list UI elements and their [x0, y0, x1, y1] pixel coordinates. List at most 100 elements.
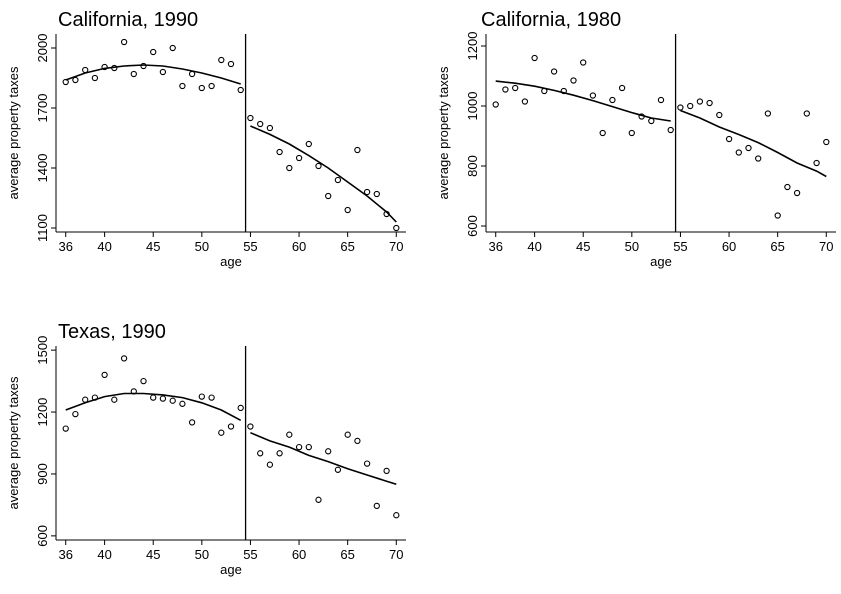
data-point — [295, 443, 303, 451]
chart-panel-1: California, 1990 36 40 45 50 55 60 65 70 1100 1400… — [6, 9, 406, 269]
x-tick-label: 45 — [146, 547, 160, 562]
x-tick-label: 70 — [389, 547, 403, 562]
data-point — [725, 135, 733, 143]
data-point — [159, 395, 167, 402]
data-point — [91, 394, 99, 401]
x-axis-title: age — [220, 562, 242, 577]
x-tick-label: 36 — [58, 239, 72, 254]
data-point — [169, 397, 176, 404]
data-point — [393, 224, 400, 232]
data-point — [140, 62, 147, 70]
data-point — [276, 450, 283, 457]
data-point — [599, 129, 606, 137]
y-tick-label: 1400 — [35, 154, 50, 183]
data-point — [140, 377, 147, 385]
fit-line-right — [250, 125, 397, 223]
y-axis-title: average property taxes — [6, 66, 21, 199]
data-point — [208, 82, 215, 90]
data-point — [101, 371, 108, 379]
data-point — [393, 512, 400, 519]
fit-line-right — [250, 431, 397, 486]
data-point — [716, 111, 723, 119]
data-point — [735, 149, 742, 156]
data-point — [198, 84, 205, 92]
x-tick-label: 65 — [340, 547, 354, 562]
y-tick-label: 1200 — [35, 398, 50, 427]
chart-panel-3: Texas, 1990 36 40 45 50 55 60 65 70 600 900 1200 150… — [6, 321, 406, 577]
data-point — [130, 70, 137, 78]
data-point — [550, 68, 558, 75]
data-point — [130, 388, 137, 395]
x-tick-label: 40 — [97, 239, 111, 254]
data-point — [793, 189, 801, 197]
data-point — [803, 110, 810, 117]
data-point — [687, 102, 694, 110]
x-axis-title: age — [650, 254, 672, 269]
data-point — [62, 78, 69, 86]
data-point — [745, 144, 752, 152]
data-point — [512, 84, 519, 92]
y-tick-label: 1200 — [465, 32, 480, 61]
data-point — [657, 96, 665, 104]
x-tick-label: 60 — [292, 239, 306, 254]
data-point — [638, 113, 645, 120]
data-point — [628, 129, 635, 137]
x-tick-label: 60 — [722, 239, 736, 254]
data-point — [315, 162, 322, 170]
data-point — [363, 188, 371, 196]
data-point — [227, 423, 235, 430]
data-point — [570, 77, 577, 84]
data-point — [305, 140, 312, 148]
data-point — [91, 74, 99, 82]
data-point — [62, 425, 69, 432]
y-tick-label: 600 — [35, 525, 50, 547]
data-point — [257, 450, 264, 457]
data-point — [363, 460, 371, 467]
x-tick-label: 55 — [243, 547, 257, 562]
y-axis-title: average property taxes — [436, 66, 451, 199]
y-axis-title: average property taxes — [6, 376, 21, 509]
data-point — [589, 92, 597, 99]
data-point — [188, 419, 196, 426]
data-point — [247, 423, 254, 430]
data-point — [648, 117, 655, 125]
data-point — [276, 148, 283, 156]
x-tick-label: 55 — [673, 239, 687, 254]
x-axis-title: age — [220, 254, 242, 269]
data-point — [764, 110, 772, 117]
x-tick-label: 70 — [819, 239, 833, 254]
data-point — [179, 400, 186, 407]
data-point — [334, 176, 342, 184]
x-tick-label: 70 — [389, 239, 403, 254]
data-point — [325, 192, 332, 200]
data-point — [179, 82, 186, 90]
data-point — [813, 159, 820, 167]
x-tick-label: 36 — [488, 239, 502, 254]
data-point — [667, 126, 674, 134]
data-point — [541, 87, 548, 95]
fit-line-left — [495, 80, 671, 122]
y-tick-label: 800 — [465, 155, 480, 177]
x-tick-label: 45 — [576, 239, 590, 254]
x-tick-label: 36 — [58, 547, 72, 562]
data-point — [266, 461, 274, 468]
y-tick-label: 1000 — [465, 92, 480, 121]
data-point — [677, 104, 684, 111]
data-point — [72, 76, 79, 84]
data-point — [383, 467, 390, 475]
y-tick-label: 600 — [465, 215, 480, 237]
data-point — [218, 56, 225, 64]
chart-title: California, 1980 — [481, 9, 621, 31]
data-point — [227, 60, 235, 68]
data-point — [325, 448, 332, 455]
x-tick-label: 40 — [527, 239, 541, 254]
chart-panel-2: California, 1980 36 40 45 50 55 60 65 70 600 800 10… — [436, 9, 836, 269]
data-point — [266, 124, 274, 132]
fit-line-right — [680, 109, 827, 178]
data-point — [159, 68, 167, 76]
data-point — [755, 155, 762, 162]
data-point — [521, 98, 529, 105]
y-tick-label: 1700 — [35, 94, 50, 123]
data-point — [492, 101, 499, 108]
x-tick-label: 45 — [146, 239, 160, 254]
